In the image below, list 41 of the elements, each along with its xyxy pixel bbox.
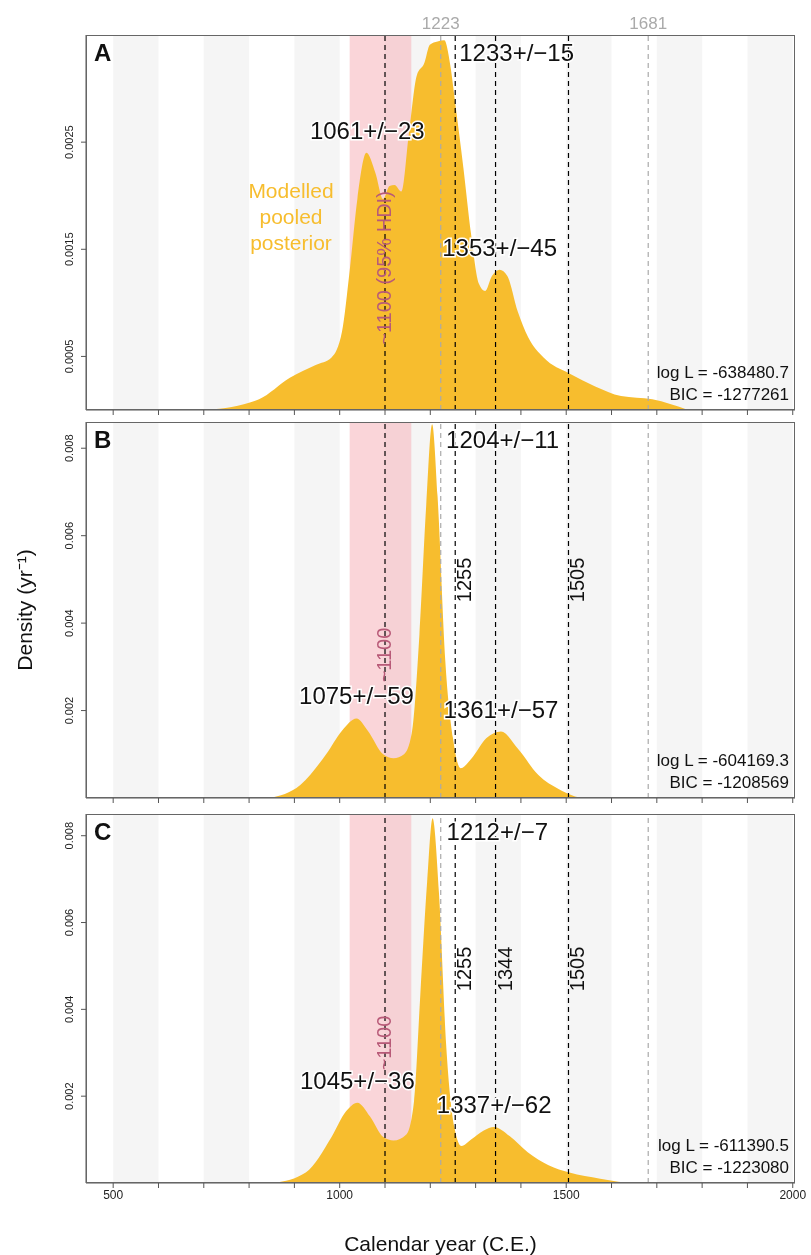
y-axis-title: Density (yr⁻¹) (13, 549, 36, 671)
annotation: 1204+/−11 (446, 426, 560, 453)
annotation: BIC = -1208569 (668, 772, 789, 794)
y-tick-label: 0.006 (63, 521, 75, 550)
chart-title: B (94, 426, 112, 454)
ref-line-label: 1505 (566, 946, 589, 992)
x-tick-label: 500 (103, 1187, 124, 1202)
x-tick-label: 1000 (326, 1187, 354, 1202)
y-tick-label: 0.004 (63, 609, 75, 637)
annotation: log L = -604169.3 (656, 750, 789, 772)
series-label: Modelled pooled posterior (247, 177, 335, 256)
y-tick-label: 0.008 (63, 821, 75, 850)
annotation: BIC = -1223080 (668, 1157, 789, 1179)
y-tick-label: 0.002 (63, 1082, 75, 1110)
chart-title: C (94, 818, 112, 846)
ref-line-label: 1223 (421, 14, 460, 33)
annotation: 1233+/−15 (459, 39, 575, 66)
y-tick-label: 0.0015 (63, 232, 75, 267)
y-tick-label: 0.002 (63, 696, 75, 725)
x-tick-label: 1500 (552, 1187, 580, 1202)
annotation: log L = -638480.7 (656, 362, 789, 384)
annotation: BIC = -1277261 (668, 384, 789, 406)
x-axis-title: Calendar year (C.E.) (344, 1232, 537, 1255)
y-tick-label: 0.004 (63, 995, 75, 1024)
band-label: ~1100 (372, 1015, 395, 1071)
annotation: 1075+/−59 (299, 682, 414, 710)
y-tick-label: 0.006 (63, 908, 75, 937)
y-tick-label: 0.0025 (63, 125, 75, 159)
chart-title: A (94, 39, 112, 67)
ref-line-label: 1255 (453, 557, 476, 603)
ref-line-label: 1344 (493, 946, 516, 992)
ref-line-label: 1255 (453, 946, 476, 992)
band-label: ~1100 (372, 627, 396, 683)
band-label: ~1100 (95% HDI) (372, 190, 396, 345)
y-tick-label: 0.0005 (63, 339, 75, 374)
y-tick-label: 0.008 (63, 434, 75, 462)
annotation: 1212+/−7 (446, 818, 549, 845)
ref-line-label: 1505 (566, 557, 589, 603)
x-tick-label: 2000 (779, 1187, 807, 1202)
annotation: log L = -611390.5 (658, 1135, 789, 1157)
ref-line-label: 1681 (629, 14, 668, 33)
